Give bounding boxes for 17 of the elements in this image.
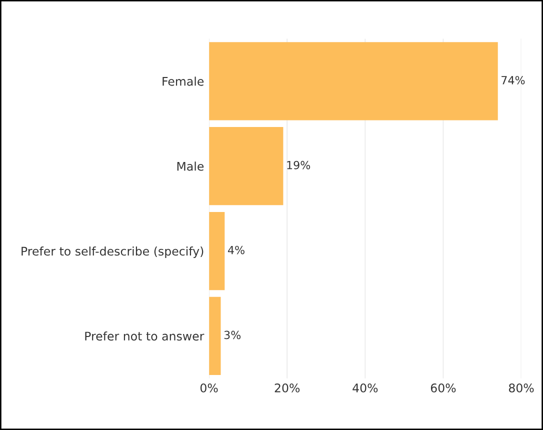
data-label: 4% (228, 246, 244, 254)
bar (209, 296, 221, 376)
data-label: 74% (502, 76, 525, 84)
bar (209, 212, 225, 290)
y-tick-label: Female (162, 76, 204, 86)
y-tick-label: Prefer to self-describe (specify) (22, 246, 204, 258)
data-label: 3% (224, 330, 241, 340)
x-tick-label: 20% (274, 383, 300, 392)
x-tick-label: 40% (352, 383, 378, 392)
bar (209, 42, 498, 120)
x-tick-label: 60% (430, 383, 456, 392)
bar (209, 127, 284, 206)
y-tick-label: Prefer not to answer (85, 331, 204, 341)
x-tick-label: 80% (508, 383, 534, 392)
x-tick-label: 0% (200, 383, 218, 392)
y-tick-label: Male (177, 162, 204, 171)
data-label: 19% (287, 160, 310, 170)
